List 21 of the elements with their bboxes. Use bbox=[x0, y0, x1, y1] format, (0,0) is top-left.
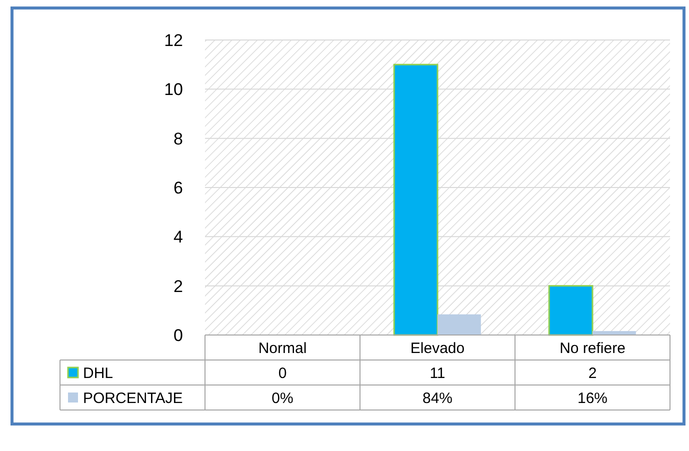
x-tick-label: No refiere bbox=[560, 340, 626, 357]
data-label: 2 bbox=[588, 364, 597, 382]
y-tick-label: 8 bbox=[174, 129, 183, 148]
y-tick-label: 6 bbox=[174, 178, 183, 198]
data-label: 0% bbox=[272, 390, 294, 407]
data-label: 84% bbox=[422, 390, 453, 407]
y-tick-label: 2 bbox=[174, 276, 183, 296]
x-tick-label: Elevado bbox=[410, 340, 465, 357]
x-tick-label: Normal bbox=[258, 340, 307, 357]
legend-label: PORCENTAJE bbox=[83, 390, 183, 407]
data-label: 0 bbox=[278, 364, 287, 382]
legend-label: DHL bbox=[83, 364, 114, 382]
bar bbox=[438, 314, 481, 335]
y-tick-label: 4 bbox=[174, 228, 183, 247]
data-label: 11 bbox=[430, 364, 446, 382]
y-tick-label: 12 bbox=[164, 30, 183, 50]
data-label: 16% bbox=[577, 390, 608, 407]
y-tick-label: 10 bbox=[164, 80, 183, 100]
bar bbox=[393, 64, 438, 336]
bar bbox=[548, 285, 594, 336]
y-tick-label: 0 bbox=[174, 326, 183, 345]
